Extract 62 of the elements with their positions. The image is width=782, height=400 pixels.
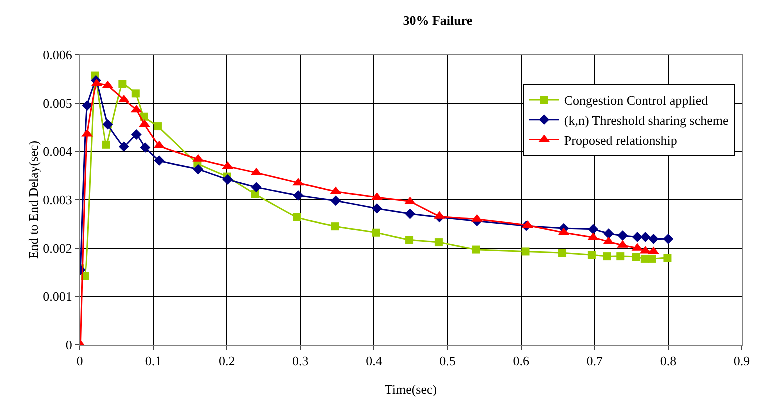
- point: [434, 238, 443, 247]
- legend-label: Proposed relationship: [564, 132, 678, 148]
- point: [330, 196, 342, 206]
- legend-label: (k,n) Threshold sharing scheme: [564, 112, 729, 128]
- point: [154, 122, 162, 131]
- point: [193, 164, 204, 175]
- x-axis-title: Time(sec): [384, 382, 438, 397]
- x-tick-label: 0.6: [513, 354, 530, 369]
- point: [102, 140, 110, 149]
- point: [472, 246, 480, 254]
- point: [522, 248, 530, 256]
- x-tick-label: 0.9: [734, 354, 750, 369]
- point: [154, 156, 165, 166]
- x-tick-label: 0.4: [366, 354, 383, 369]
- point: [588, 251, 596, 260]
- point: [131, 130, 142, 140]
- y-axis-title: End to End Delay(sec): [26, 140, 42, 260]
- y-tick-label: 0.003: [43, 192, 72, 208]
- y-tick-label: 0: [66, 338, 72, 353]
- point: [102, 119, 114, 130]
- point: [618, 230, 628, 241]
- x-tick-label: 0.5: [440, 354, 456, 369]
- x-tick-label: 0.7: [586, 354, 604, 369]
- point: [648, 254, 656, 263]
- point: [251, 182, 262, 193]
- chart-title: 30% Failure: [403, 13, 473, 28]
- point: [604, 228, 614, 240]
- point: [331, 222, 340, 231]
- point: [632, 232, 643, 242]
- x-tick-label: 0.2: [218, 354, 236, 369]
- x-tick-label: 0.3: [292, 354, 309, 369]
- point: [293, 190, 304, 201]
- point: [82, 100, 93, 111]
- y-tick-label: 0.001: [43, 289, 72, 304]
- point: [292, 213, 301, 222]
- point: [632, 253, 640, 262]
- point: [132, 90, 140, 98]
- point: [648, 234, 659, 244]
- point: [616, 252, 625, 261]
- point: [222, 174, 234, 185]
- legend-label: Congestion Control applied: [564, 93, 709, 108]
- x-tick-label: 0.8: [660, 354, 677, 369]
- point: [664, 254, 672, 262]
- point: [663, 234, 674, 244]
- point: [118, 142, 130, 152]
- y-tick-label: 0.006: [43, 48, 73, 63]
- y-tick-label: 0.002: [43, 240, 72, 256]
- point: [372, 228, 380, 237]
- x-tick-label: 0.1: [145, 354, 162, 369]
- point: [588, 224, 599, 235]
- point: [640, 232, 651, 242]
- y-tick-label: 0.004: [43, 144, 73, 160]
- x-tick-label: 0: [76, 354, 84, 369]
- point: [405, 208, 416, 220]
- point: [603, 252, 612, 261]
- y-tick-label: 0.005: [43, 96, 72, 111]
- point: [372, 204, 382, 214]
- point: [406, 236, 414, 244]
- point: [558, 249, 567, 258]
- point: [118, 80, 127, 88]
- point: [140, 142, 151, 153]
- point: [640, 254, 649, 263]
